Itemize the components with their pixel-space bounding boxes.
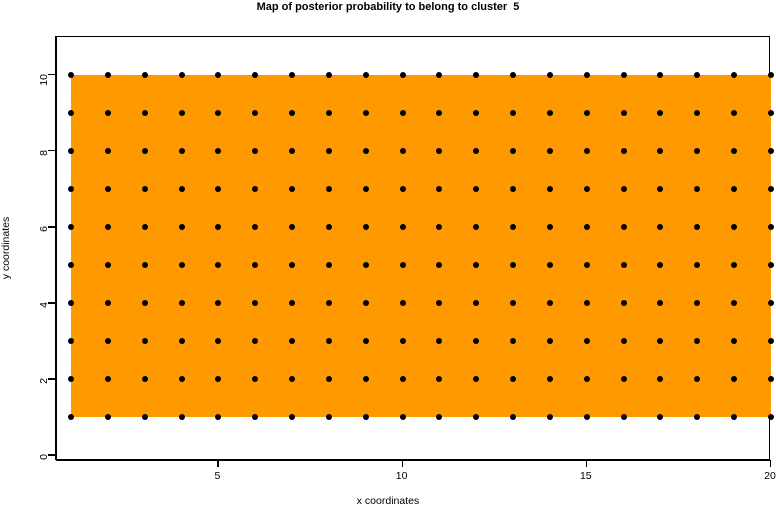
plot-area	[56, 36, 774, 460]
y-tick-label: 0	[38, 454, 50, 461]
y-axis-label: y coordinates	[0, 216, 12, 280]
y-tick-label: 6	[38, 226, 50, 232]
y-tick-mark	[48, 454, 55, 456]
x-axis-line	[56, 459, 770, 461]
y-tick-mark	[48, 226, 55, 228]
y-tick-mark	[48, 378, 55, 380]
x-tick-mark	[401, 460, 403, 467]
x-tick-mark	[217, 460, 219, 467]
y-tick-mark	[48, 302, 55, 304]
y-axis-line	[55, 36, 57, 460]
x-tick-label: 20	[764, 470, 776, 482]
x-tick-label: 10	[395, 470, 408, 482]
cluster-region-fill	[71, 75, 771, 418]
y-tick-label: 8	[38, 150, 50, 156]
page-title: Map of posterior probability to belong t…	[256, 1, 520, 13]
x-tick-mark	[770, 460, 772, 467]
y-tick-label: 4	[38, 302, 50, 309]
x-tick-mark	[585, 460, 588, 467]
x-axis-label: x coordinates	[356, 495, 420, 507]
x-tick-label: 15	[579, 470, 592, 482]
y-tick-mark	[48, 74, 55, 76]
y-tick-label: 10	[38, 74, 50, 86]
x-tick-label: 5	[214, 470, 221, 482]
y-tick-label: 2	[38, 378, 50, 385]
y-tick-mark	[48, 150, 55, 152]
